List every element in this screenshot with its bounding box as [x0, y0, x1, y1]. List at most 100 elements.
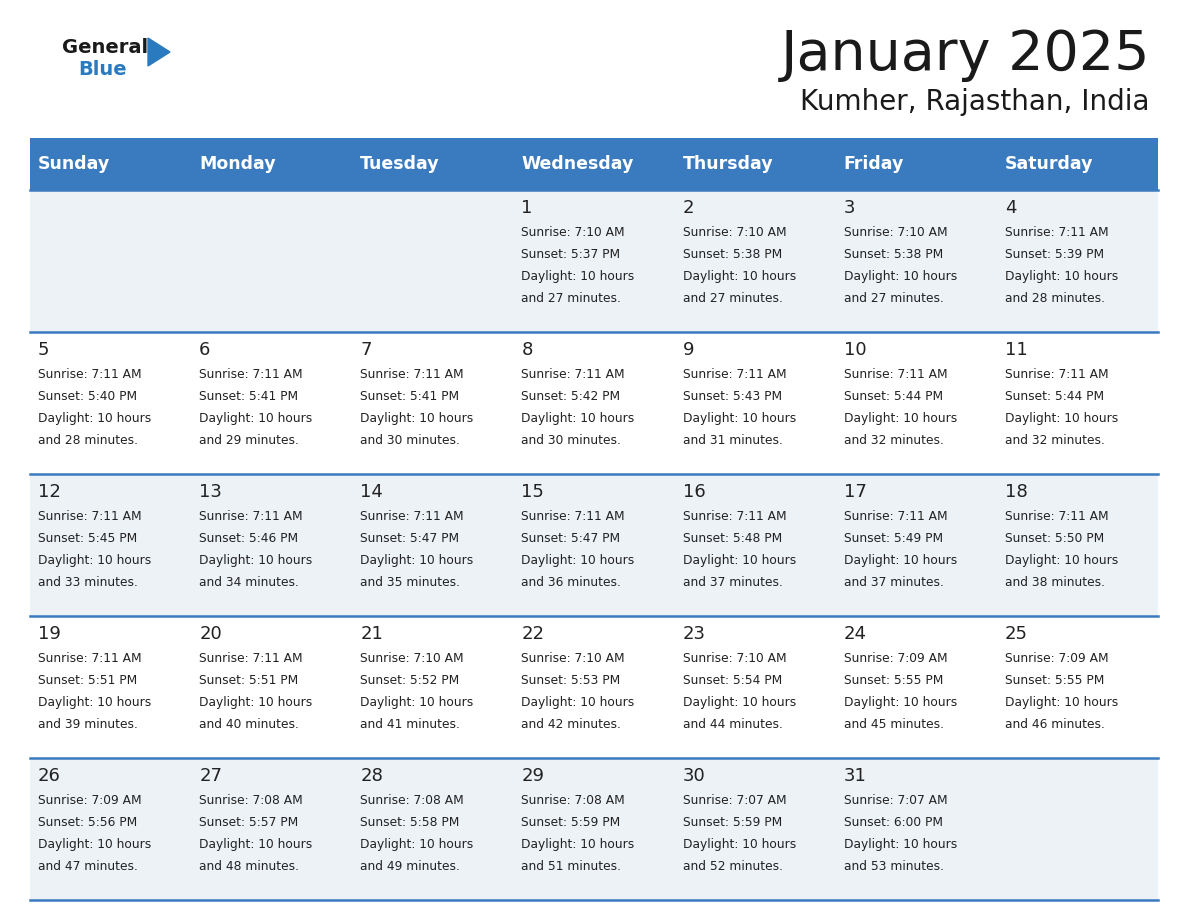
Text: Sunrise: 7:11 AM: Sunrise: 7:11 AM: [38, 367, 141, 380]
Text: Sunset: 5:48 PM: Sunset: 5:48 PM: [683, 532, 782, 544]
Bar: [191, 332, 353, 474]
Bar: [997, 474, 1158, 616]
Text: Daylight: 10 hours: Daylight: 10 hours: [1005, 270, 1118, 283]
Text: and 36 minutes.: and 36 minutes.: [522, 576, 621, 588]
Text: Sunrise: 7:11 AM: Sunrise: 7:11 AM: [200, 367, 303, 380]
Text: and 33 minutes.: and 33 minutes.: [38, 576, 138, 588]
Text: and 49 minutes.: and 49 minutes.: [360, 859, 460, 872]
Bar: [30, 758, 191, 900]
Bar: [191, 616, 353, 758]
Text: Sunrise: 7:07 AM: Sunrise: 7:07 AM: [683, 793, 786, 807]
Text: 4: 4: [1005, 198, 1017, 217]
Text: Daylight: 10 hours: Daylight: 10 hours: [360, 837, 474, 850]
Text: Wednesday: Wednesday: [522, 155, 634, 173]
Text: Thursday: Thursday: [683, 155, 773, 173]
Text: 19: 19: [38, 624, 61, 643]
Text: 11: 11: [1005, 341, 1028, 359]
Bar: [835, 332, 997, 474]
Text: Sunrise: 7:07 AM: Sunrise: 7:07 AM: [843, 793, 947, 807]
Text: Sunrise: 7:11 AM: Sunrise: 7:11 AM: [1005, 509, 1108, 522]
Text: Sunrise: 7:09 AM: Sunrise: 7:09 AM: [38, 793, 141, 807]
Bar: [353, 190, 513, 332]
Text: Sunset: 5:56 PM: Sunset: 5:56 PM: [38, 815, 138, 829]
Text: Sunset: 5:37 PM: Sunset: 5:37 PM: [522, 248, 620, 261]
Text: Saturday: Saturday: [1005, 155, 1093, 173]
Text: Sunrise: 7:11 AM: Sunrise: 7:11 AM: [38, 509, 141, 522]
Text: 15: 15: [522, 483, 544, 500]
Text: Friday: Friday: [843, 155, 904, 173]
Text: 2: 2: [683, 198, 694, 217]
Bar: [997, 332, 1158, 474]
Text: and 28 minutes.: and 28 minutes.: [38, 433, 138, 446]
Text: 13: 13: [200, 483, 222, 500]
Text: Sunset: 5:53 PM: Sunset: 5:53 PM: [522, 674, 621, 687]
Text: Sunrise: 7:11 AM: Sunrise: 7:11 AM: [1005, 367, 1108, 380]
Text: Daylight: 10 hours: Daylight: 10 hours: [360, 696, 474, 709]
Bar: [513, 758, 675, 900]
Text: Kumher, Rajasthan, India: Kumher, Rajasthan, India: [801, 88, 1150, 116]
Text: 16: 16: [683, 483, 706, 500]
Text: 7: 7: [360, 341, 372, 359]
Text: 31: 31: [843, 767, 867, 785]
Text: Sunset: 5:38 PM: Sunset: 5:38 PM: [683, 248, 782, 261]
Bar: [675, 332, 835, 474]
Text: and 53 minutes.: and 53 minutes.: [843, 859, 943, 872]
Text: Daylight: 10 hours: Daylight: 10 hours: [843, 411, 958, 424]
Text: Daylight: 10 hours: Daylight: 10 hours: [843, 696, 958, 709]
Text: 20: 20: [200, 624, 222, 643]
Bar: [191, 138, 353, 190]
Text: Sunset: 5:54 PM: Sunset: 5:54 PM: [683, 674, 782, 687]
Text: 25: 25: [1005, 624, 1028, 643]
Text: Daylight: 10 hours: Daylight: 10 hours: [522, 696, 634, 709]
Text: and 31 minutes.: and 31 minutes.: [683, 433, 783, 446]
Bar: [353, 138, 513, 190]
Text: 3: 3: [843, 198, 855, 217]
Text: Sunrise: 7:10 AM: Sunrise: 7:10 AM: [683, 226, 786, 239]
Bar: [997, 758, 1158, 900]
Text: Sunrise: 7:11 AM: Sunrise: 7:11 AM: [683, 509, 786, 522]
Text: and 29 minutes.: and 29 minutes.: [200, 433, 299, 446]
Bar: [30, 616, 191, 758]
Text: and 52 minutes.: and 52 minutes.: [683, 859, 783, 872]
Bar: [513, 138, 675, 190]
Text: and 37 minutes.: and 37 minutes.: [843, 576, 943, 588]
Text: Sunday: Sunday: [38, 155, 110, 173]
Text: and 37 minutes.: and 37 minutes.: [683, 576, 783, 588]
Text: 8: 8: [522, 341, 533, 359]
Bar: [835, 616, 997, 758]
Text: Sunset: 5:51 PM: Sunset: 5:51 PM: [200, 674, 298, 687]
Text: Daylight: 10 hours: Daylight: 10 hours: [1005, 411, 1118, 424]
Text: Sunrise: 7:10 AM: Sunrise: 7:10 AM: [522, 652, 625, 665]
Text: and 34 minutes.: and 34 minutes.: [200, 576, 299, 588]
Text: Sunrise: 7:11 AM: Sunrise: 7:11 AM: [683, 367, 786, 380]
Text: Sunset: 5:38 PM: Sunset: 5:38 PM: [843, 248, 943, 261]
Text: Daylight: 10 hours: Daylight: 10 hours: [522, 837, 634, 850]
Text: and 30 minutes.: and 30 minutes.: [360, 433, 460, 446]
Bar: [675, 758, 835, 900]
Bar: [30, 332, 191, 474]
Text: 6: 6: [200, 341, 210, 359]
Text: Sunrise: 7:09 AM: Sunrise: 7:09 AM: [1005, 652, 1108, 665]
Text: 9: 9: [683, 341, 694, 359]
Bar: [513, 616, 675, 758]
Text: Daylight: 10 hours: Daylight: 10 hours: [843, 270, 958, 283]
Bar: [997, 138, 1158, 190]
Text: Sunrise: 7:09 AM: Sunrise: 7:09 AM: [843, 652, 947, 665]
Text: Sunrise: 7:11 AM: Sunrise: 7:11 AM: [200, 652, 303, 665]
Text: Daylight: 10 hours: Daylight: 10 hours: [200, 411, 312, 424]
Bar: [835, 138, 997, 190]
Text: Daylight: 10 hours: Daylight: 10 hours: [38, 554, 151, 566]
Text: Blue: Blue: [78, 60, 127, 79]
Bar: [835, 474, 997, 616]
Text: and 32 minutes.: and 32 minutes.: [843, 433, 943, 446]
Text: 21: 21: [360, 624, 384, 643]
Text: Sunrise: 7:10 AM: Sunrise: 7:10 AM: [683, 652, 786, 665]
Text: 23: 23: [683, 624, 706, 643]
Bar: [353, 616, 513, 758]
Text: 26: 26: [38, 767, 61, 785]
Text: Daylight: 10 hours: Daylight: 10 hours: [522, 554, 634, 566]
Bar: [675, 474, 835, 616]
Text: Daylight: 10 hours: Daylight: 10 hours: [522, 411, 634, 424]
Text: Sunset: 6:00 PM: Sunset: 6:00 PM: [843, 815, 943, 829]
Text: Sunset: 5:52 PM: Sunset: 5:52 PM: [360, 674, 460, 687]
